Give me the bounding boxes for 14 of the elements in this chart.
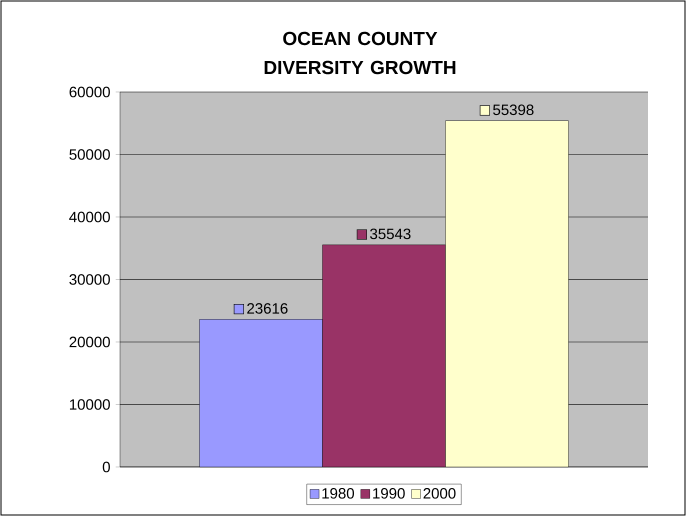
y-tick-label: 40000 [69, 212, 110, 222]
y-tick-label: 30000 [69, 274, 110, 285]
y-tick-label: 60000 [70, 86, 110, 98]
chart-title: OCEAN COUNTY DIVERSITY GROWTH [264, 32, 456, 74]
y-tick-label: 50000 [69, 149, 110, 160]
data-label: 23616 [247, 303, 288, 314]
data-label: 55398 [493, 104, 534, 116]
legend-label: 2000 [424, 488, 456, 499]
legend-label: 1990 [373, 488, 405, 499]
y-tick-label: 20000 [70, 336, 110, 348]
data-label: 35543 [370, 228, 411, 240]
y-tick-label: 10000 [70, 399, 110, 410]
legend-label: 1980 [322, 488, 354, 499]
y-tick-label: 0 [102, 462, 110, 472]
